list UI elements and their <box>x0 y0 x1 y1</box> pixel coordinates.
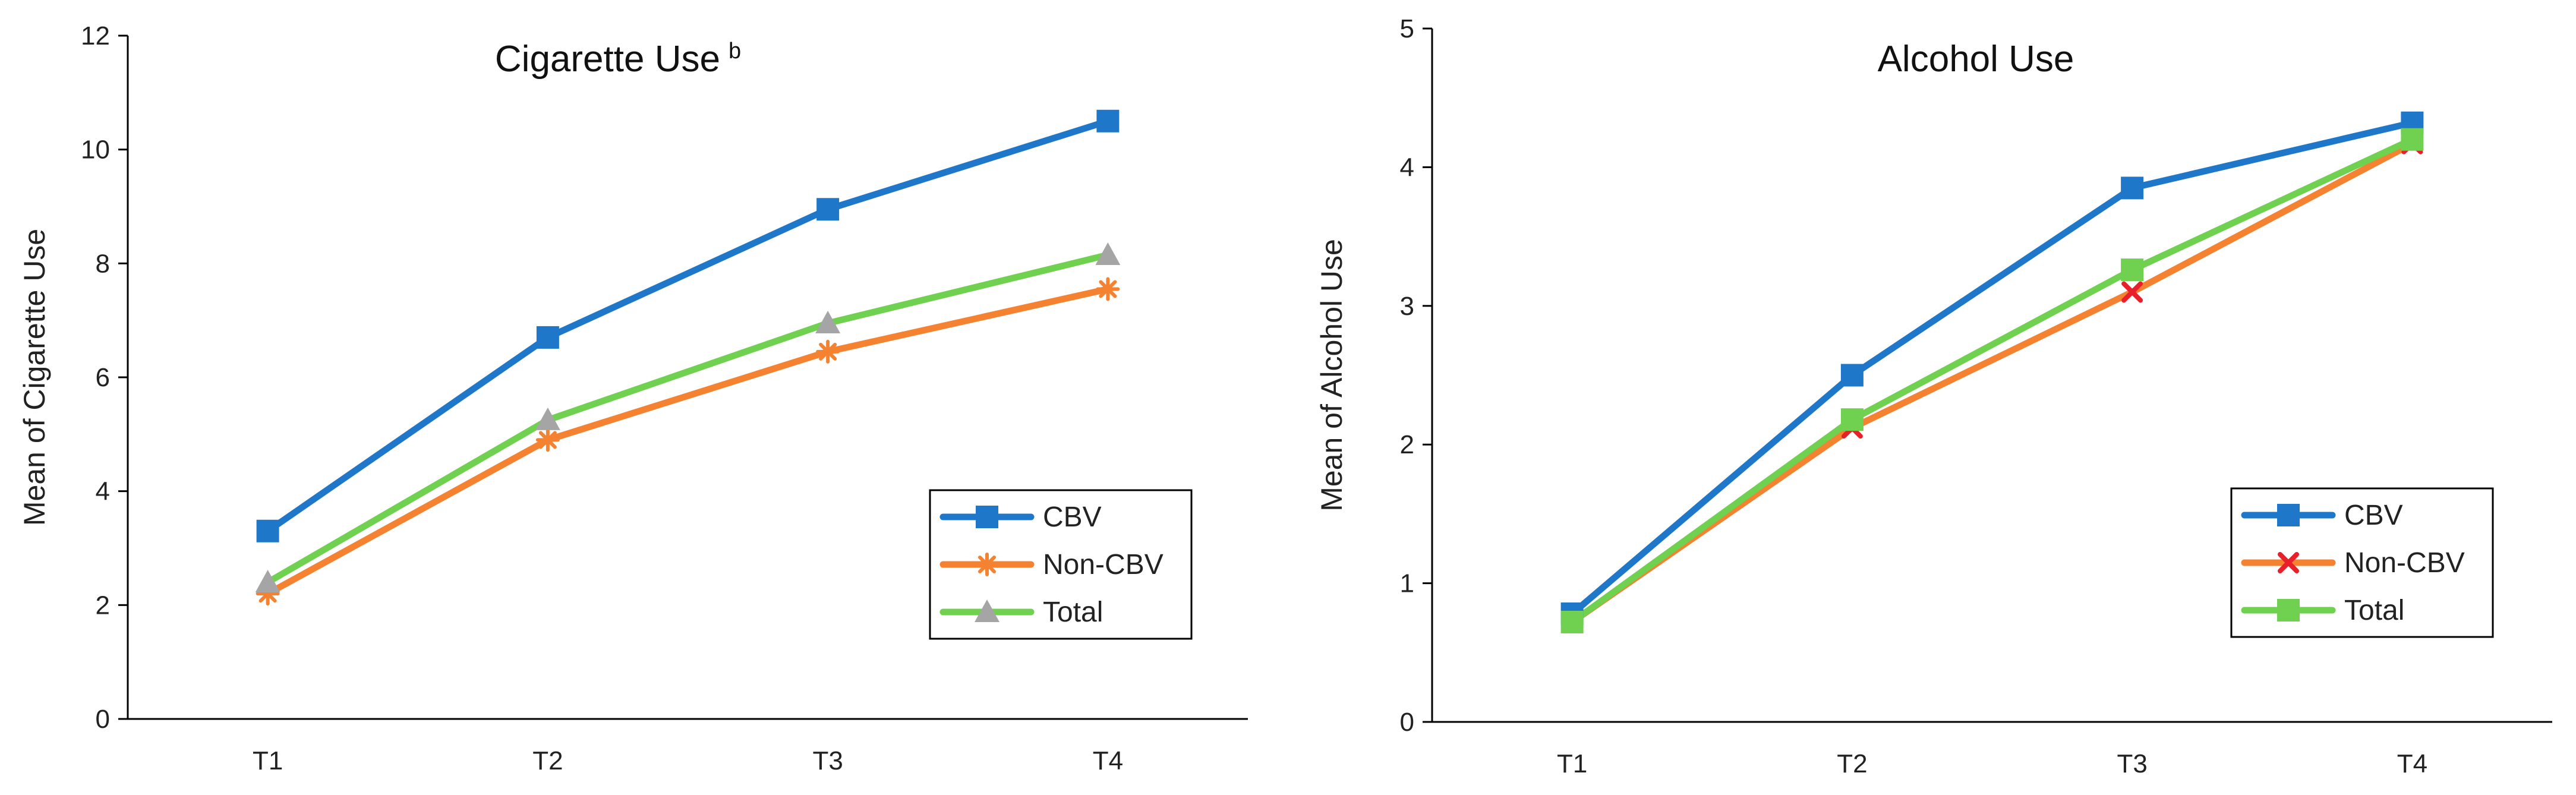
series-line-non-cbv <box>1569 140 2416 626</box>
chart-2: 0 1 2 3 4 5 T1 T2 T3 T4 Alcohol Use Mean of Alcohol… <box>1315 14 2552 778</box>
x-tick-label: T1 <box>253 746 283 775</box>
y-tick-label: 3 <box>1400 292 1414 321</box>
y-tick-label: 2 <box>1400 430 1414 459</box>
series-line-total <box>1569 136 2416 626</box>
data-point-total-t2 <box>535 407 560 430</box>
x-tick-label: T2 <box>1837 749 1867 778</box>
chart-title: Cigarette Use b <box>495 39 741 80</box>
x-tick-label: T4 <box>2397 749 2427 778</box>
data-point-cbv-t1 <box>256 519 279 542</box>
legend-label-non-cbv: Non-CBV <box>2344 547 2465 579</box>
legend-marker-non-cbv <box>975 553 999 576</box>
series-line-non-cbv <box>264 285 1111 597</box>
data-point-non-cbv-t1 <box>256 582 280 606</box>
data-point-total-t1 <box>1560 610 1584 633</box>
y-tick-label: 2 <box>96 591 110 620</box>
y-tick-label: 0 <box>96 705 110 734</box>
x-tick-label: T2 <box>532 746 563 775</box>
chart-title: Alcohol Use <box>1878 39 2074 80</box>
legend: CBV Non-CBV Total <box>929 489 1193 640</box>
y-tick-label: 4 <box>1400 153 1414 182</box>
legend-label-total: Total <box>2344 595 2404 626</box>
y-tick-label: 12 <box>81 21 110 51</box>
y-tick-label: 10 <box>81 135 110 165</box>
data-point-total-t4 <box>2401 128 2424 151</box>
x-tick-label: T3 <box>812 746 843 775</box>
data-point-non-cbv-t4 <box>1096 277 1120 301</box>
data-point-cbv-t2 <box>1840 364 1864 387</box>
legend-marker-cbv <box>976 506 998 528</box>
legend-label-cbv: CBV <box>2344 500 2403 531</box>
series-line-total <box>264 251 1111 586</box>
data-point-non-cbv-t2 <box>535 428 560 452</box>
x-tick-label: T4 <box>1093 746 1123 775</box>
y-tick-label: 5 <box>1400 14 1414 43</box>
data-point-total-t1 <box>255 570 280 592</box>
data-point-cbv-t4 <box>1096 109 1120 132</box>
legend-label-total: Total <box>1043 597 1103 628</box>
legend-marker-non-cbv <box>2278 552 2299 573</box>
data-point-total-t2 <box>1840 408 1864 431</box>
data-point-cbv-t3 <box>2121 176 2144 200</box>
y-tick-label: 6 <box>96 363 110 392</box>
legend-marker-cbv <box>2277 504 2300 526</box>
data-point-total-t4 <box>1095 242 1121 265</box>
x-tick-label: T1 <box>1557 749 1587 778</box>
data-point-cbv-t2 <box>536 326 559 349</box>
legend-marker-total <box>2277 599 2300 622</box>
legend: CBV Non-CBV Total <box>2230 487 2494 638</box>
data-point-cbv-t3 <box>816 198 840 221</box>
series-line-cbv <box>264 118 1111 535</box>
data-point-total-t3 <box>2121 258 2144 282</box>
y-axis-title: Mean of Alcohol Use <box>1315 239 1348 512</box>
y-axis-title: Mean of Cigarette Use <box>18 229 51 526</box>
y-tick-label: 0 <box>1400 708 1414 737</box>
legend-label-cbv: CBV <box>1043 501 1102 533</box>
legend-marker-total <box>975 600 999 622</box>
data-point-non-cbv-t3 <box>816 339 840 364</box>
y-tick-label: 4 <box>96 477 110 506</box>
y-tick-label: 1 <box>1400 569 1414 598</box>
data-point-non-cbv-t3 <box>2121 281 2143 303</box>
chart-1: 0 2 4 6 8 10 12 T1 T2 T3 T4 Cigarette Use b Mean of C… <box>18 21 1248 775</box>
x-tick-label: T3 <box>2117 749 2147 778</box>
y-tick-label: 8 <box>96 249 110 278</box>
series-line-cbv <box>1569 119 2416 617</box>
data-point-total-t3 <box>815 310 841 333</box>
legend-label-non-cbv: Non-CBV <box>1043 549 1164 581</box>
